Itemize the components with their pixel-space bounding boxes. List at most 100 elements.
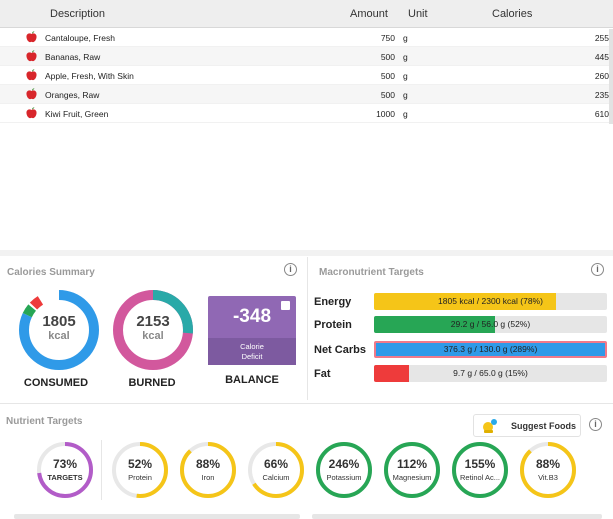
- nutrient-percent: 112%: [396, 457, 428, 471]
- food-unit: g: [403, 90, 408, 100]
- nutrient-name: Potassium: [326, 473, 362, 482]
- nutrient-magnesium[interactable]: 112% Magnesium: [382, 440, 442, 500]
- macro-text: 29.2 g / 56.0 g (52%): [450, 319, 531, 329]
- consumed-donut: [19, 290, 99, 370]
- suggest-foods-label: Suggest Foods: [511, 421, 576, 431]
- bottom-scroll-hint: [312, 514, 602, 519]
- info-icon[interactable]: i: [591, 263, 604, 276]
- macro-name: Energy: [314, 296, 352, 308]
- food-calories: 445: [594, 52, 609, 62]
- food-amount: 750: [380, 33, 395, 43]
- food-calories: 255: [594, 33, 609, 43]
- food-amount: 500: [380, 52, 395, 62]
- burned-unit: kcal: [142, 330, 164, 342]
- apple-icon: [26, 88, 37, 100]
- section-divider: [0, 403, 613, 404]
- calories-summary-title: Calories Summary: [7, 267, 95, 278]
- food-description: Kiwi Fruit, Green: [45, 109, 109, 119]
- food-unit: g: [403, 71, 408, 81]
- macro-fill: [374, 293, 556, 310]
- nutrient-percent: 73%: [52, 457, 78, 471]
- burned-label: BURNED: [128, 377, 176, 389]
- nutrient-protein[interactable]: 52% Protein: [110, 440, 170, 500]
- consumed-value: 1805: [42, 313, 76, 330]
- nutrient-percent: 246%: [328, 457, 360, 471]
- macro-name: Protein: [314, 319, 352, 331]
- table-row[interactable]: Bananas, Raw 500 g 445: [0, 47, 613, 66]
- nutrient-iron[interactable]: 88% Iron: [178, 440, 238, 500]
- bottom-scroll-hint: [14, 514, 300, 519]
- section-divider: [0, 250, 613, 256]
- column-header-unit[interactable]: Unit: [408, 8, 428, 20]
- nutrient-calcium[interactable]: 66% Calcium: [246, 440, 306, 500]
- nutrient-percent: 155%: [464, 457, 496, 471]
- column-header-calories[interactable]: Calories: [492, 8, 533, 20]
- food-unit: g: [403, 52, 408, 62]
- column-header-description[interactable]: Description: [50, 8, 106, 20]
- apple-icon: [26, 107, 37, 119]
- table-row[interactable]: Oranges, Raw 500 g 235: [0, 85, 613, 104]
- macronutrient-panel: Macronutrient Targets i Energy 1805 kcal…: [308, 257, 613, 400]
- nutrient-targets-title: Nutrient Targets: [6, 416, 83, 427]
- table-row[interactable]: Apple, Fresh, With Skin 500 g 260: [0, 66, 613, 85]
- apple-icon: [26, 50, 37, 62]
- nutrient-name: Retinol Ac...: [459, 473, 501, 482]
- table-scrollbar[interactable]: [609, 29, 613, 124]
- column-header-amount[interactable]: Amount: [350, 8, 388, 20]
- diary-table-body: Cantaloupe, Fresh 750 g 255 Bananas, Raw…: [0, 28, 613, 123]
- nutrient-name: TARGETS: [47, 473, 83, 482]
- nutrient-name: Vit.B3: [538, 473, 558, 482]
- info-icon[interactable]: i: [284, 263, 297, 276]
- table-row[interactable]: Kiwi Fruit, Green 1000 g 610: [0, 104, 613, 123]
- food-calories: 235: [594, 90, 609, 100]
- macro-row-energy[interactable]: Energy 1805 kcal / 2300 kcal (78%): [314, 293, 611, 310]
- nutrient-retinol[interactable]: 155% Retinol Ac...: [450, 440, 510, 500]
- balance-caption: Calorie Deficit: [208, 338, 296, 365]
- nutrient-ring: [248, 442, 304, 498]
- food-calories: 610: [594, 109, 609, 119]
- macro-name: Fat: [314, 368, 331, 380]
- nutrient-vit-b3[interactable]: 88% Vit.B3: [518, 440, 578, 500]
- balance-caption-line1: Calorie: [240, 342, 264, 351]
- food-description: Cantaloupe, Fresh: [45, 33, 115, 43]
- macro-name: Net Carbs: [314, 344, 366, 356]
- burned-value: 2153: [136, 313, 170, 330]
- macro-text: 1805 kcal / 2300 kcal (78%): [438, 296, 543, 306]
- nutrient-percent: 88%: [195, 457, 221, 471]
- nutrient-ring: [180, 442, 236, 498]
- consumed-unit: kcal: [48, 330, 70, 342]
- balance-card[interactable]: -348 Calorie Deficit: [208, 296, 296, 365]
- targets-ring: [37, 442, 93, 498]
- table-row[interactable]: Cantaloupe, Fresh 750 g 255: [0, 28, 613, 47]
- macro-progress-bar: 9.7 g / 65.0 g (15%): [374, 365, 607, 382]
- clipboard-icon: [281, 301, 290, 310]
- nutrient-ring: [520, 442, 576, 498]
- nutrient-overall-targets[interactable]: 73% TARGETS: [35, 440, 95, 500]
- nutrient-name: Magnesium: [392, 473, 432, 482]
- nutrient-potassium[interactable]: 246% Potassium: [314, 440, 374, 500]
- diary-table-header: Description Amount Unit Calories: [0, 0, 613, 28]
- info-icon[interactable]: i: [589, 418, 602, 431]
- macro-fill: [374, 316, 496, 333]
- macro-fill: [376, 343, 605, 356]
- burned-donut: [113, 290, 193, 370]
- apple-icon: [26, 69, 37, 81]
- food-description: Bananas, Raw: [45, 52, 101, 62]
- calories-summary-panel: Calories Summary i 1805 kcal CONSUMED 21…: [0, 257, 304, 400]
- macro-row-protein[interactable]: Protein 29.2 g / 56.0 g (52%): [314, 316, 611, 333]
- balance-caption-line2: Deficit: [241, 352, 263, 361]
- food-amount: 500: [380, 71, 395, 81]
- suggest-foods-button[interactable]: Suggest Foods: [473, 414, 581, 437]
- nutrient-name: Calcium: [262, 473, 290, 482]
- food-unit: g: [403, 33, 408, 43]
- consumed-ring: 1805 kcal: [18, 289, 100, 371]
- macro-text: 376.3 g / 130.0 g (289%): [443, 344, 538, 354]
- macro-row-fat[interactable]: Fat 9.7 g / 65.0 g (15%): [314, 365, 611, 382]
- burned-ring: 2153 kcal: [112, 289, 194, 371]
- nutrient-ring: [112, 442, 168, 498]
- nutrient-ring: [452, 442, 508, 498]
- nutrient-ring: [384, 442, 440, 498]
- macro-row-net-carbs[interactable]: Net Carbs 376.3 g / 130.0 g (289%): [314, 341, 611, 358]
- lightbulb-icon: [483, 419, 497, 433]
- balance-label: BALANCE: [225, 374, 279, 386]
